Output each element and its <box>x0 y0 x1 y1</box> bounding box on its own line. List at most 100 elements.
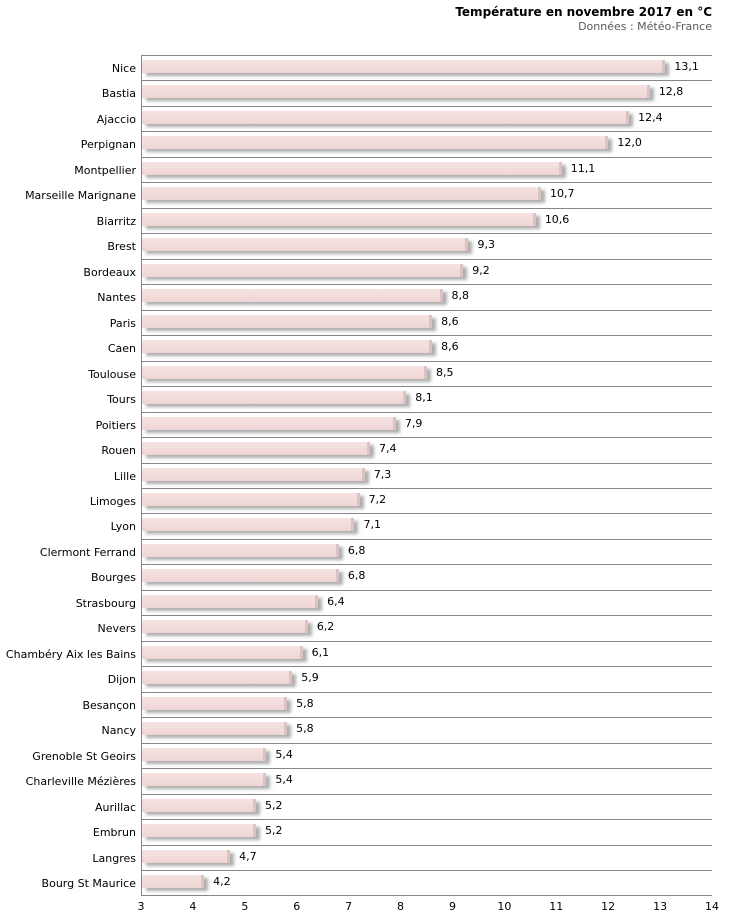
category-label: Bordeaux <box>83 265 136 279</box>
value-label: 6,8 <box>347 543 366 557</box>
category-label: Lyon <box>110 520 136 534</box>
value-label: 9,3 <box>477 238 495 252</box>
value-label: 12,4 <box>638 110 663 124</box>
temperature-bar <box>142 696 288 710</box>
temperature-bar <box>142 849 231 863</box>
category-label: Dijon <box>107 673 136 687</box>
bar-track: 7,1 <box>142 514 712 540</box>
bar-track: 5,8 <box>142 693 712 719</box>
value-label: 5,2 <box>265 798 283 812</box>
temperature-bar <box>142 263 464 277</box>
value-label: 8,1 <box>415 391 433 405</box>
bar-track: 5,9 <box>142 667 712 693</box>
temperature-bar <box>142 314 433 328</box>
bar-track: 7,9 <box>142 413 712 439</box>
bar-track: 9,3 <box>142 234 712 260</box>
value-label: 4,2 <box>213 875 231 888</box>
category-label: Langres <box>92 851 136 865</box>
temperature-bar <box>142 85 650 99</box>
chart-body: Nice Bastia Ajaccio Perpignan Montpellier Mar… <box>0 55 712 897</box>
value-label: 6,8 <box>347 569 366 583</box>
value-label: 12,8 <box>658 85 684 99</box>
temperature-bar <box>142 110 630 124</box>
temperature-bar <box>142 161 562 175</box>
temperature-bar <box>142 136 609 150</box>
bar-track: 6,4 <box>142 591 712 617</box>
bar-track: 7,2 <box>142 489 712 515</box>
value-label: 13,1 <box>674 60 699 73</box>
temperature-bar <box>142 798 256 812</box>
category-label: Marseille Marignane <box>25 189 136 203</box>
x-axis-tick: 7 <box>345 900 353 913</box>
value-label: 10,6 <box>544 212 570 226</box>
temperature-bar <box>142 645 303 659</box>
value-label: 6,1 <box>311 645 330 659</box>
temperature-bar <box>142 340 433 354</box>
category-label: Limoges <box>89 494 136 508</box>
temperature-bar <box>142 212 536 226</box>
bar-track: 8,1 <box>142 387 712 413</box>
temperature-bar <box>142 518 355 532</box>
temperature-bar <box>142 442 370 456</box>
temperature-bar <box>142 289 443 303</box>
category-label: Clermont Ferrand <box>39 545 136 559</box>
temperature-bar <box>142 60 666 73</box>
category-label: Besançon <box>82 698 136 712</box>
plot-area: 13,1 12,8 12,4 12,0 11,1 10,7 10,6 9,3 9,2 8,8 8,6… <box>141 55 712 897</box>
x-axis-tick: 4 <box>189 900 197 913</box>
bar-track: 5,8 <box>142 718 712 744</box>
x-axis-tick: 5 <box>241 900 249 913</box>
bar-track: 10,6 <box>142 209 712 235</box>
value-label: 7,4 <box>379 442 397 456</box>
category-label: Paris <box>109 316 136 330</box>
bar-track: 12,0 <box>142 132 712 158</box>
temperature-bar <box>142 467 365 481</box>
bar-track: 6,8 <box>142 565 712 591</box>
category-label: Nancy <box>101 724 137 738</box>
value-label: 9,2 <box>472 263 490 277</box>
x-axis-tick: 11 <box>549 900 564 913</box>
x-axis-tick: 9 <box>448 900 456 913</box>
category-label: Toulouse <box>88 367 136 381</box>
bar-track: 6,2 <box>142 616 712 642</box>
bar-track: 10,7 <box>142 183 712 209</box>
bar-track: 5,2 <box>142 820 712 846</box>
category-label: Nantes <box>97 291 136 305</box>
bar-track: 13,1 <box>142 56 712 82</box>
value-label: 10,7 <box>550 187 575 201</box>
temperature-bar <box>142 238 469 252</box>
bar-track: 8,5 <box>142 362 712 388</box>
value-label: 8,8 <box>451 289 470 303</box>
bar-track: 6,1 <box>142 642 712 668</box>
category-label: Nevers <box>97 622 136 636</box>
bar-track: 12,4 <box>142 107 712 133</box>
value-label: 7,9 <box>404 416 423 430</box>
category-label: Montpellier <box>74 163 136 177</box>
x-axis-tick: 6 <box>293 900 301 913</box>
value-label: 8,6 <box>441 314 459 328</box>
x-axis-tick: 10 <box>497 900 512 913</box>
bar-track: 8,6 <box>142 336 712 362</box>
value-label: 5,9 <box>301 671 319 685</box>
value-label: 6,4 <box>327 594 345 608</box>
category-label: Rouen <box>101 444 136 458</box>
bar-track: 5,4 <box>142 744 712 770</box>
value-label: 5,2 <box>265 824 283 838</box>
bar-track: 4,7 <box>142 846 712 871</box>
bar-track: 11,1 <box>142 158 712 184</box>
category-label: Embrun <box>92 826 136 840</box>
temperature-bar <box>142 391 407 405</box>
category-label: Aurillac <box>95 800 136 814</box>
bar-track: 6,8 <box>142 540 712 566</box>
x-axis-tick: 14 <box>705 900 719 913</box>
category-label: Tours <box>107 393 136 407</box>
value-label: 7,3 <box>373 467 392 481</box>
value-label: 4,7 <box>239 849 257 863</box>
bar-track: 4,2 <box>142 871 712 897</box>
bar-track: 8,8 <box>142 285 712 311</box>
category-label: Grenoble St Geoirs <box>32 749 136 763</box>
temperature-bar <box>142 365 427 379</box>
value-label: 6,2 <box>316 620 335 634</box>
bar-track: 7,3 <box>142 464 712 489</box>
